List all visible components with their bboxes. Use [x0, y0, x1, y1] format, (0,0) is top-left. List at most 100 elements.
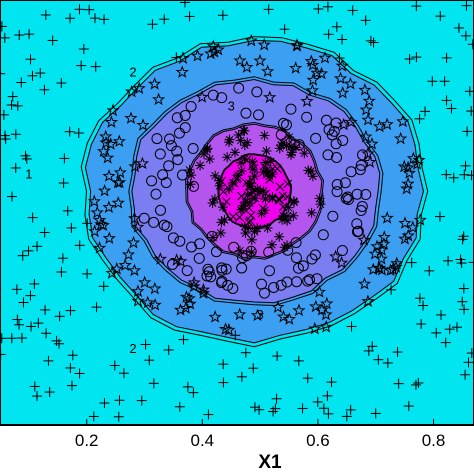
star-point — [263, 90, 277, 104]
plus-point — [7, 191, 18, 202]
star-point — [314, 66, 329, 80]
circle-point — [302, 275, 314, 287]
data-points — [0, 0, 474, 422]
star-point — [312, 285, 327, 298]
circle-point — [293, 139, 305, 151]
star-point — [361, 294, 375, 307]
plus-point — [441, 169, 452, 180]
plus-point — [17, 250, 28, 261]
plus-point — [459, 169, 470, 180]
asterisk-point — [223, 137, 234, 148]
star-point — [394, 131, 408, 145]
plus-point — [411, 1, 422, 12]
plus-point — [66, 380, 77, 391]
cross-point — [245, 216, 255, 226]
plus-point — [7, 91, 18, 102]
plus-point — [460, 30, 471, 41]
star-point — [362, 94, 376, 107]
plus-point — [463, 357, 474, 368]
star-point — [131, 294, 145, 307]
asterisk-point — [204, 153, 215, 164]
asterisk-point — [282, 240, 293, 251]
plus-point — [448, 172, 459, 183]
star-point — [141, 295, 155, 309]
plus-point — [431, 327, 442, 338]
plus-point — [6, 333, 17, 344]
plus-point — [444, 324, 455, 335]
x-tick-label: 0.4 — [190, 431, 214, 450]
asterisk-point — [208, 232, 219, 243]
plus-point — [455, 254, 466, 265]
plus-point — [203, 409, 214, 420]
circle-point — [148, 216, 160, 228]
plus-point — [12, 100, 23, 111]
circle-point — [236, 262, 248, 274]
plot-frame — [0, 0, 474, 426]
star-point — [176, 51, 190, 65]
circle-point — [322, 149, 334, 161]
asterisk-point — [274, 143, 285, 154]
circle-point — [351, 188, 363, 200]
plus-point — [33, 318, 44, 329]
star-point — [244, 33, 258, 47]
plus-point — [0, 130, 10, 141]
star-point — [383, 263, 398, 276]
star-point — [127, 211, 142, 225]
plus-point — [41, 328, 52, 339]
star-point — [174, 254, 188, 268]
star-point — [390, 256, 404, 270]
star-point — [127, 263, 142, 277]
circle-point — [179, 122, 191, 134]
cross-point — [244, 203, 254, 213]
cross-point — [265, 174, 275, 184]
star-point — [397, 159, 411, 173]
asterisk-point — [217, 202, 228, 213]
cross-point — [249, 163, 259, 173]
plus-point — [410, 379, 421, 390]
star-point — [93, 241, 107, 254]
asterisk-point — [260, 157, 271, 168]
circle-point — [281, 119, 293, 131]
plus-point — [73, 127, 84, 138]
plus-point — [21, 153, 32, 164]
plus-point — [440, 337, 451, 348]
x-tick-label: 0.8 — [422, 431, 446, 450]
star-point — [190, 49, 205, 62]
asterisk-point — [186, 170, 197, 181]
star-point — [104, 115, 119, 128]
star-point — [308, 321, 322, 335]
plus-point — [435, 11, 446, 22]
circle-point — [309, 249, 321, 261]
star-point — [93, 213, 107, 226]
plus-point — [23, 245, 34, 256]
plus-point — [114, 395, 125, 406]
star-point — [290, 38, 304, 51]
star-point — [112, 134, 126, 148]
star-point — [118, 258, 132, 271]
plus-point — [331, 21, 342, 32]
plus-point — [427, 76, 438, 87]
plus-point — [182, 381, 193, 392]
asterisk-point — [289, 197, 300, 208]
plus-point — [312, 396, 323, 407]
star-point — [253, 53, 267, 67]
plus-point — [406, 257, 417, 268]
plus-point — [365, 35, 376, 46]
asterisk-point — [258, 167, 269, 178]
cross-point — [258, 203, 268, 213]
circle-point — [264, 265, 276, 277]
circle-point — [340, 192, 352, 204]
contour-outline-3 — [185, 121, 325, 260]
circle-point — [179, 109, 191, 121]
plus-point — [347, 5, 358, 16]
star-point — [368, 246, 382, 260]
circle-point — [355, 159, 367, 171]
cross-point — [246, 211, 256, 220]
star-point — [195, 90, 209, 103]
circle-point — [233, 82, 245, 94]
circle-point — [360, 189, 372, 201]
star-point — [131, 284, 145, 298]
circle-point — [171, 112, 183, 124]
plus-point — [439, 76, 450, 87]
star-point — [113, 165, 127, 179]
